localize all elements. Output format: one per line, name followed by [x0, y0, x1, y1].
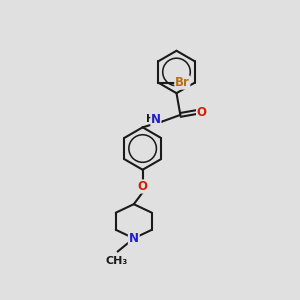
Text: CH₃: CH₃: [105, 256, 127, 266]
Text: N: N: [129, 232, 139, 245]
Text: Br: Br: [175, 76, 190, 89]
Text: H: H: [146, 114, 155, 124]
Text: O: O: [138, 180, 148, 193]
Text: N: N: [151, 112, 161, 126]
Text: O: O: [196, 106, 207, 118]
